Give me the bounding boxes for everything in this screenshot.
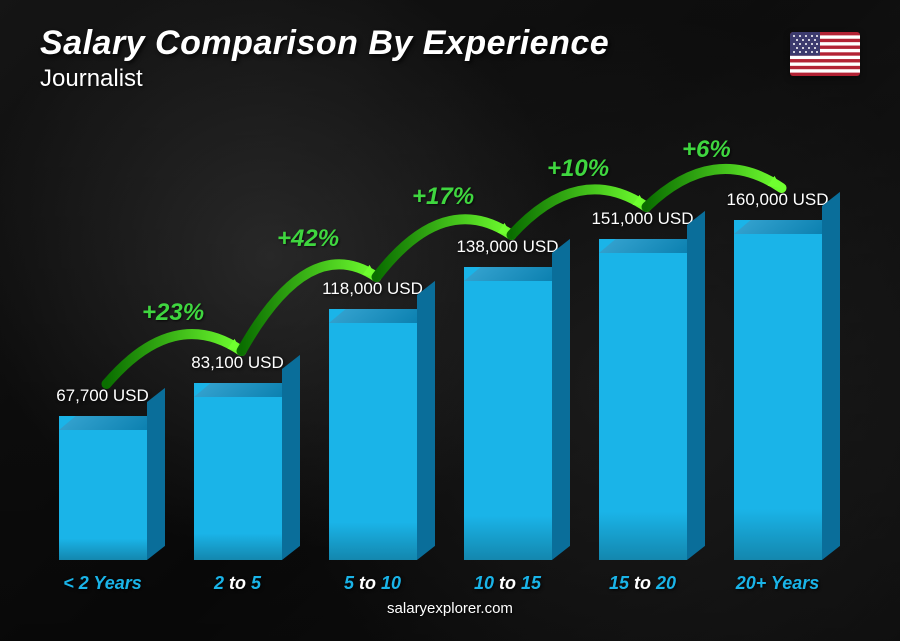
footer-credit: salaryexplorer.com — [40, 600, 860, 621]
bar — [194, 383, 282, 560]
chart-area: 67,700 USD < 2 Years 83,100 USD 2 to 5 1… — [40, 103, 860, 600]
bar-value-label: 67,700 USD — [56, 386, 149, 406]
bar-value-label: 118,000 USD — [322, 279, 423, 299]
header: Salary Comparison By Experience Journali… — [40, 24, 860, 93]
bar-value-label: 83,100 USD — [191, 353, 284, 373]
increase-pct-label: +17% — [412, 183, 474, 211]
chart-subtitle: Journalist — [40, 65, 860, 93]
bar-value-label: 138,000 USD — [456, 237, 558, 257]
bar — [464, 267, 552, 560]
increase-pct-label: +10% — [547, 155, 609, 183]
flag-icon — [790, 32, 860, 76]
chart-container: Salary Comparison By Experience Journali… — [0, 0, 900, 641]
bars-row: 67,700 USD < 2 Years 83,100 USD 2 to 5 1… — [40, 103, 840, 560]
chart-title: Salary Comparison By Experience — [40, 24, 860, 63]
bar-category-label: 10 to 15 — [474, 573, 541, 594]
bar-group: 67,700 USD < 2 Years — [40, 386, 165, 560]
bar-value-label: 151,000 USD — [591, 209, 693, 229]
bar — [599, 239, 687, 560]
bar-category-label: < 2 Years — [63, 573, 142, 594]
bar-group: 83,100 USD 2 to 5 — [175, 353, 300, 560]
bar-category-label: 2 to 5 — [214, 573, 261, 594]
bar — [59, 416, 147, 560]
bar-category-label: 15 to 20 — [609, 573, 676, 594]
bar-value-label: 160,000 USD — [726, 190, 828, 210]
bar — [329, 309, 417, 560]
bar-group: 138,000 USD 10 to 15 — [445, 237, 570, 560]
bar-group: 118,000 USD 5 to 10 — [310, 279, 435, 560]
increase-pct-label: +6% — [682, 136, 731, 164]
increase-pct-label: +23% — [142, 299, 204, 327]
bar-category-label: 5 to 10 — [344, 573, 401, 594]
bar-group: 160,000 USD 20+ Years — [715, 190, 840, 560]
bar-group: 151,000 USD 15 to 20 — [580, 209, 705, 560]
increase-pct-label: +42% — [277, 225, 339, 253]
bar — [734, 220, 822, 560]
bar-category-label: 20+ Years — [736, 573, 820, 594]
